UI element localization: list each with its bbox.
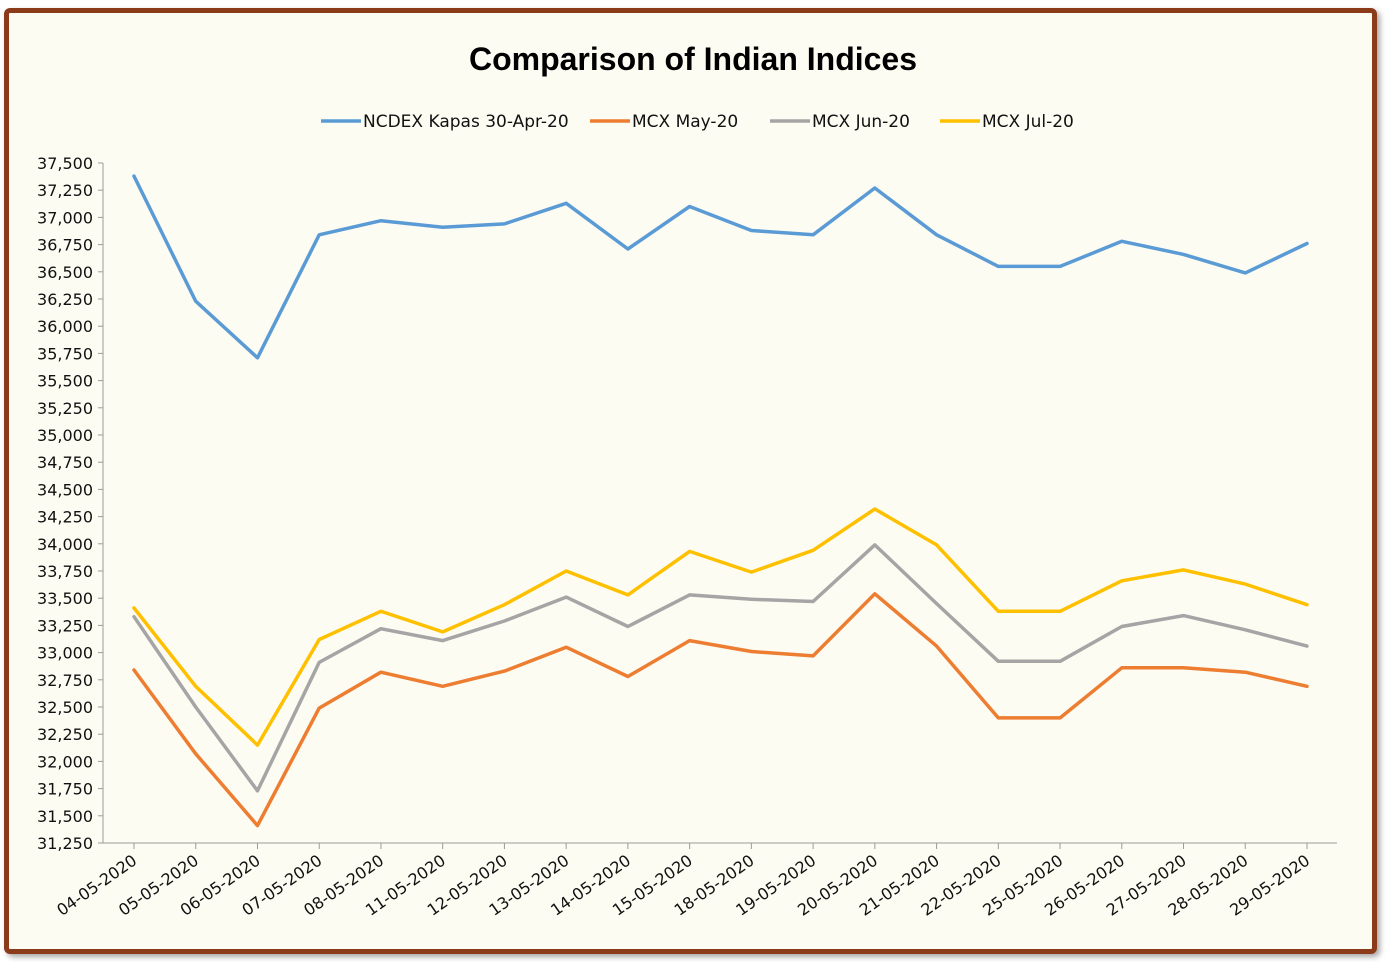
y-tick-label: 36,000 (37, 317, 93, 336)
y-tick-label: 37,000 (37, 208, 93, 227)
legend-item: NCDEX Kapas 30-Apr-20 (321, 112, 569, 132)
y-tick-label: 32,750 (37, 671, 93, 690)
y-tick-label: 32,250 (37, 725, 93, 744)
y-tick-label: 32,500 (37, 698, 93, 717)
y-tick-label: 35,500 (37, 372, 93, 391)
y-tick-label: 33,250 (37, 616, 93, 635)
x-axis: 04-05-202005-05-202006-05-202007-05-2020… (53, 842, 1337, 920)
y-tick-label: 35,000 (37, 426, 93, 445)
legend: NCDEX Kapas 30-Apr-20 MCX May-20 MCX Jun-2… (321, 112, 1074, 132)
y-tick-label: 31,500 (37, 807, 93, 826)
y-tick-label: 35,750 (37, 344, 93, 363)
y-tick-label: 34,250 (37, 508, 93, 527)
y-tick-label: 37,250 (37, 181, 93, 200)
y-tick-label: 37,500 (37, 154, 93, 173)
y-tick-label: 33,000 (37, 644, 93, 663)
legend-label: MCX May-20 (632, 112, 738, 132)
y-tick-label: 36,250 (37, 290, 93, 309)
series-line-3 (132, 543, 1309, 793)
y-tick-label: 32,000 (37, 752, 93, 771)
y-tick-label: 33,750 (37, 562, 93, 581)
legend-label: MCX Jun-20 (812, 112, 910, 132)
y-tick-label: 34,500 (37, 480, 93, 499)
legend-item: MCX Jul-20 (940, 112, 1074, 132)
series-layer (132, 174, 1309, 828)
y-tick-label: 35,250 (37, 399, 93, 418)
legend-item: MCX Jun-20 (770, 112, 910, 132)
y-tick-label: 31,250 (37, 834, 93, 853)
series-line-1 (132, 174, 1309, 360)
legend-label: NCDEX Kapas 30-Apr-20 (363, 112, 569, 132)
legend-item: MCX May-20 (590, 112, 738, 132)
y-tick-label: 33,500 (37, 589, 93, 608)
series-line-4 (132, 507, 1309, 747)
y-tick-label: 36,500 (37, 263, 93, 282)
series-line-2 (132, 592, 1309, 828)
y-tick-label: 31,750 (37, 780, 93, 799)
legend-label: MCX Jul-20 (982, 112, 1074, 132)
chart-title: Comparison of Indian Indices (469, 41, 917, 77)
y-tick-label: 34,750 (37, 453, 93, 472)
y-axis: 31,250 31,500 31,750 32,000 32,250 32,500 32,7… (37, 154, 104, 853)
y-tick-label: 36,750 (37, 236, 93, 255)
y-tick-label: 34,000 (37, 535, 93, 554)
